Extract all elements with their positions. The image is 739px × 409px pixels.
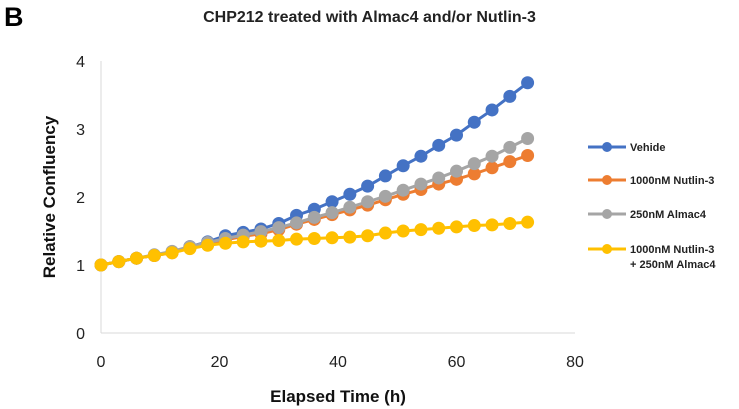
data-point — [165, 246, 179, 260]
data-point — [432, 138, 446, 152]
data-point — [307, 210, 321, 224]
data-point — [396, 183, 410, 197]
data-point — [450, 128, 463, 142]
data-point — [521, 215, 535, 229]
data-point — [396, 159, 410, 173]
data-point — [503, 140, 517, 154]
data-point — [485, 161, 499, 175]
data-point — [236, 235, 250, 249]
data-point — [325, 231, 339, 245]
legend-marker — [602, 244, 612, 254]
data-point — [378, 226, 392, 240]
legend-entry-2: 1000nM Nutlin-3 — [588, 175, 714, 187]
x-tick-label: 20 — [211, 354, 229, 371]
legend-label: 1000nM Nutlin-3 — [630, 244, 714, 256]
data-point — [112, 255, 126, 269]
data-point — [521, 149, 535, 163]
data-point — [361, 179, 375, 193]
legend-entry-4: 1000nM Nutlin-3 + 250nM Almac4 — [588, 244, 716, 271]
data-point — [254, 225, 268, 239]
data-point — [147, 248, 161, 262]
legend-marker — [602, 142, 612, 152]
y-tick-label: 4 — [76, 54, 85, 71]
data-point — [378, 189, 392, 203]
data-point — [272, 234, 286, 248]
data-point — [414, 223, 428, 237]
series-3 — [94, 132, 535, 272]
data-point — [201, 238, 215, 252]
data-point — [503, 89, 517, 103]
data-point — [450, 220, 463, 234]
y-tick-label: 2 — [76, 190, 85, 207]
y-tick-label: 1 — [76, 258, 85, 275]
legend-label: + 250nM Almac4 — [630, 259, 716, 271]
data-point — [450, 164, 463, 178]
data-point — [290, 216, 304, 230]
data-point — [485, 103, 499, 117]
data-point — [414, 149, 428, 163]
data-point — [432, 221, 446, 235]
y-tick-label: 0 — [76, 326, 85, 343]
data-point — [521, 132, 535, 146]
series-line — [100, 137, 529, 267]
legend-label: 1000nM Nutlin-3 — [630, 175, 714, 187]
x-tick-label: 80 — [566, 354, 584, 371]
legend-marker — [602, 209, 612, 219]
data-point — [485, 149, 499, 163]
data-point — [503, 155, 517, 169]
data-point — [467, 167, 481, 181]
data-point — [218, 236, 232, 250]
x-tick-label: 40 — [329, 354, 347, 371]
data-point — [432, 171, 446, 185]
chart-title: CHP212 treated with Almac4 and/or Nutlin… — [203, 9, 536, 26]
data-point — [130, 251, 144, 265]
y-tick-label: 3 — [76, 122, 85, 139]
data-point — [183, 242, 197, 256]
data-point — [94, 258, 108, 272]
data-point — [343, 200, 357, 214]
legend-entry-3: 250nM Almac4 — [588, 209, 707, 221]
data-point — [361, 229, 375, 243]
data-point — [307, 231, 321, 245]
data-point — [325, 206, 339, 220]
data-point — [254, 234, 268, 248]
data-point — [272, 221, 286, 235]
panel-label: B — [4, 2, 24, 32]
x-axis-title: Elapsed Time (h) — [270, 387, 406, 406]
data-point — [467, 115, 481, 129]
data-point — [414, 177, 428, 191]
data-point — [378, 169, 392, 183]
data-point — [485, 218, 499, 232]
data-point — [290, 232, 304, 246]
data-point — [467, 157, 481, 171]
data-point — [343, 230, 357, 244]
data-point — [361, 195, 375, 209]
y-axis-title: Relative Confluency — [40, 115, 59, 278]
data-point — [396, 224, 410, 238]
legend-marker — [602, 175, 612, 185]
data-point — [521, 76, 535, 90]
data-point — [325, 195, 339, 209]
x-tick-label: 60 — [448, 354, 466, 371]
data-point — [467, 219, 481, 233]
legend-label: 250nM Almac4 — [630, 209, 707, 221]
series-4 — [94, 215, 535, 272]
x-tick-label: 0 — [97, 354, 106, 371]
legend-entry-1: Vehide — [588, 142, 665, 154]
legend-label: Vehide — [630, 142, 665, 154]
data-point — [343, 187, 357, 201]
data-point — [503, 217, 517, 231]
